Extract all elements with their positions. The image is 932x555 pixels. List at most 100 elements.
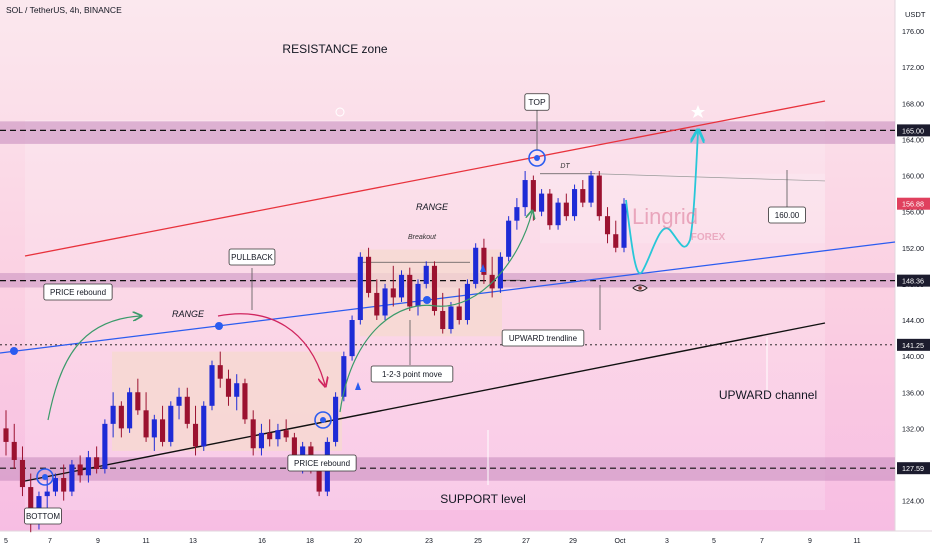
zones-layer	[0, 121, 895, 481]
candle-57	[473, 243, 479, 289]
y-tick-6: 140.00	[902, 352, 924, 361]
y-tick-12: 164.00	[902, 135, 924, 144]
candle-33	[275, 423, 281, 447]
x-tick-9: 25	[474, 538, 482, 545]
rebound-arrow-2	[339, 212, 532, 413]
point-move-label: 1-2-3 point move	[370, 365, 454, 383]
price-tag-2: 148.36	[897, 274, 930, 287]
candle-body-57	[473, 247, 479, 284]
pullback-label-box	[228, 248, 276, 266]
time-axis: 5 7 9 11 13 16 18 20 23 25 27 29 Oct 3 5 7 9 11	[4, 538, 861, 545]
candle-body-38	[316, 469, 322, 492]
price-tag-4: 127.59	[897, 462, 930, 475]
candle-63	[522, 171, 528, 217]
candle-body-72	[596, 175, 602, 217]
candle-body-35	[291, 437, 297, 460]
resistance-zone-label: RESISTANCE zone	[282, 42, 387, 56]
candle-body-58	[481, 247, 487, 275]
candle-72	[596, 171, 602, 221]
candle-body-53	[440, 310, 446, 330]
y-tick-10: 156.00	[902, 208, 924, 217]
candle-22	[184, 387, 190, 429]
upward-channel-label: UPWARD channel	[719, 388, 817, 402]
candle-51	[423, 261, 429, 289]
candle-73	[604, 207, 611, 244]
price-rebound-label-2: PRICE rebound	[287, 454, 357, 472]
upward-trendline-label-text: UPWARD trendline	[509, 334, 578, 343]
candle-body-3	[28, 487, 34, 524]
candle-body-1	[11, 441, 17, 460]
price-tag-bg-1	[897, 197, 930, 210]
candle-body-8	[69, 464, 75, 492]
candle-68	[563, 193, 569, 221]
price-tag-bg-3	[897, 338, 930, 351]
point-move-label-box	[370, 365, 454, 383]
candle-16	[135, 378, 141, 415]
price-tag-text-3: 141.25	[902, 341, 924, 350]
candle-body-71	[588, 175, 594, 203]
candle-body-13	[110, 405, 116, 424]
x-tick-10: 27	[522, 538, 530, 545]
candle-body-19	[160, 419, 166, 442]
candle-body-34	[283, 430, 289, 438]
candle-body-30	[250, 419, 256, 449]
candle-1	[11, 423, 17, 470]
trendline-touch-1	[10, 347, 18, 355]
price-tag-bg-2	[897, 274, 930, 287]
candle-52	[431, 261, 438, 316]
price-axis: 124.00128.00132.00136.00140.00144.00148.…	[897, 27, 930, 506]
x-tick-17: 11	[853, 538, 860, 545]
candle-body-56	[464, 283, 470, 321]
candle-30	[250, 410, 256, 456]
rocket-icon-2	[480, 264, 486, 272]
candle-42	[349, 315, 355, 361]
candle-44	[366, 247, 372, 298]
candle-55	[456, 288, 462, 325]
candle-9	[77, 455, 83, 483]
candle-body-45	[374, 292, 380, 316]
candle-body-46	[382, 288, 388, 316]
price-tag-text-4: 127.59	[902, 464, 924, 473]
candle-25	[209, 360, 215, 411]
target-label-box	[768, 206, 806, 224]
candle-50	[415, 279, 421, 316]
annotations-layer: RESISTANCE zone TOP PULLBACK PRICE rebound P…	[10, 42, 817, 525]
candle-body-41	[341, 356, 347, 397]
candle-body-17	[143, 410, 149, 438]
rebound-marker-ring	[314, 411, 332, 429]
target-label: 160.00	[768, 206, 806, 224]
candle-body-42	[349, 320, 355, 357]
candle-19	[160, 405, 166, 447]
candle-body-61	[506, 220, 512, 257]
candle-21	[176, 387, 182, 420]
candle-body-74	[613, 234, 619, 248]
candle-20	[168, 401, 174, 447]
candle-body-48	[398, 274, 405, 298]
breakout-label: Breakout	[408, 234, 437, 241]
candle-49	[407, 267, 413, 311]
candle-body-36	[300, 446, 306, 460]
trendline-touch-3	[423, 296, 431, 304]
candle-2	[19, 446, 26, 497]
x-tick-4: 13	[189, 538, 197, 545]
candle-body-15	[127, 392, 133, 429]
x-tick-5: 16	[258, 538, 266, 545]
x-tick-16: 9	[808, 538, 812, 545]
candle-body-55	[456, 306, 462, 321]
price-tag-text-2: 148.36	[902, 277, 924, 286]
levels-layer	[0, 129, 895, 469]
price-tag-1: 156.88	[897, 197, 930, 210]
candle-27	[225, 369, 232, 406]
candle-body-2	[19, 459, 26, 488]
price-tag-3: 141.25	[897, 338, 930, 351]
x-tick-0: 5	[4, 538, 8, 545]
candle-45	[374, 279, 380, 321]
channel-bottom-line	[24, 322, 826, 482]
candle-71	[588, 171, 594, 208]
candle-body-75	[621, 203, 627, 248]
top-label-box	[524, 93, 550, 111]
price-rebound-label-1-text: PRICE rebound	[50, 288, 106, 297]
candle-body-70	[580, 189, 586, 203]
